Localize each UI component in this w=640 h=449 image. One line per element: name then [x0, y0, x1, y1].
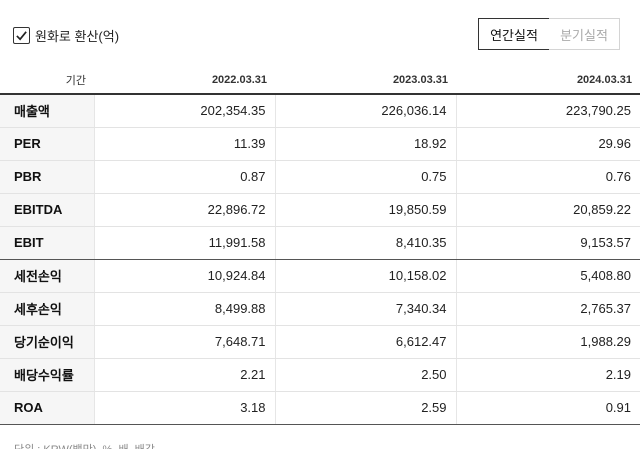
table-row: 매출액 202,354.35 226,036.14 223,790.25: [0, 94, 640, 128]
row-label: EBITDA: [0, 193, 94, 227]
table-cell: 11.39: [93, 127, 275, 161]
table-cell: 0.87: [93, 160, 275, 194]
checkmark-icon: [16, 31, 27, 41]
column-header: 2022.03.31: [94, 66, 275, 95]
toolbar: 원화로 환산(억) 연간실적 분기실적: [0, 0, 640, 66]
table-cell: 10,924.84: [93, 259, 275, 293]
row-label: ROA: [0, 391, 94, 425]
table-row: PER 11.39 18.92 29.96: [0, 127, 640, 161]
table-cell: 0.76: [455, 160, 640, 194]
table-cell: 5,408.80: [455, 259, 640, 293]
krw-conversion-toggle[interactable]: 원화로 환산(억): [13, 26, 119, 45]
table-cell: 9,153.57: [455, 226, 640, 260]
krw-conversion-checkbox[interactable]: [13, 27, 30, 44]
table-cell: 2.21: [93, 358, 275, 392]
krw-conversion-label: 원화로 환산(억): [35, 29, 120, 44]
row-label: PER: [0, 127, 94, 161]
unit-note: 단위 : KRW(백만), %, 배, 배각: [14, 441, 155, 449]
table-row: ROA 3.18 2.59 0.91: [0, 391, 640, 425]
row-label: EBIT: [0, 226, 94, 260]
table-cell: 2.19: [455, 358, 640, 392]
table-cell: 7,340.34: [274, 292, 456, 326]
table-row: EBITDA 22,896.72 19,850.59 20,859.22: [0, 193, 640, 227]
table-cell: 18.92: [274, 127, 456, 161]
row-label: PBR: [0, 160, 94, 194]
table-cell: 3.18: [93, 391, 275, 425]
table-header-row: 기간 2022.03.31 2023.03.31 2024.03.31: [0, 66, 640, 95]
table-cell: 10,158.02: [274, 259, 456, 293]
table-cell: 8,410.35: [274, 226, 456, 260]
table-cell: 226,036.14: [274, 94, 456, 128]
table-cell: 202,354.35: [93, 94, 275, 128]
table-row: PBR 0.87 0.75 0.76: [0, 160, 640, 194]
row-label: 배당수익률: [0, 358, 94, 392]
table-cell: 11,991.58: [93, 226, 275, 260]
table-cell: 19,850.59: [274, 193, 456, 227]
column-header: 2023.03.31: [275, 66, 456, 95]
table-cell: 6,612.47: [274, 325, 456, 359]
table-row: 배당수익률 2.21 2.50 2.19: [0, 358, 640, 392]
table-cell: 1,988.29: [455, 325, 640, 359]
table-row: 세후손익 8,499.88 7,340.34 2,765.37: [0, 292, 640, 326]
table-cell: 2.59: [274, 391, 456, 425]
row-label: 세전손익: [0, 259, 94, 293]
row-label: 당기순이익: [0, 325, 94, 359]
table-cell: 8,499.88: [93, 292, 275, 326]
table-cell: 29.96: [455, 127, 640, 161]
row-label: 세후손익: [0, 292, 94, 326]
table-cell: 20,859.22: [455, 193, 640, 227]
table-cell: 223,790.25: [455, 94, 640, 128]
table-cell: 0.91: [455, 391, 640, 425]
table-cell: 2,765.37: [455, 292, 640, 326]
table-cell: 2.50: [274, 358, 456, 392]
column-header: 2024.03.31: [456, 66, 640, 95]
table-cell: 22,896.72: [93, 193, 275, 227]
table-row: 당기순이익 7,648.71 6,612.47 1,988.29: [0, 325, 640, 359]
quarterly-results-button[interactable]: 분기실적: [549, 18, 620, 50]
table-cell: 7,648.71: [93, 325, 275, 359]
table-row: 세전손익 10,924.84 10,158.02 5,408.80: [0, 259, 640, 293]
row-label: 매출액: [0, 94, 94, 128]
header-period-label: 기간: [0, 66, 94, 95]
table-cell: 0.75: [274, 160, 456, 194]
financial-table: 기간 2022.03.31 2023.03.31 2024.03.31 매출액 …: [0, 66, 640, 425]
annual-results-button[interactable]: 연간실적: [478, 18, 550, 50]
table-row: EBIT 11,991.58 8,410.35 9,153.57: [0, 226, 640, 260]
